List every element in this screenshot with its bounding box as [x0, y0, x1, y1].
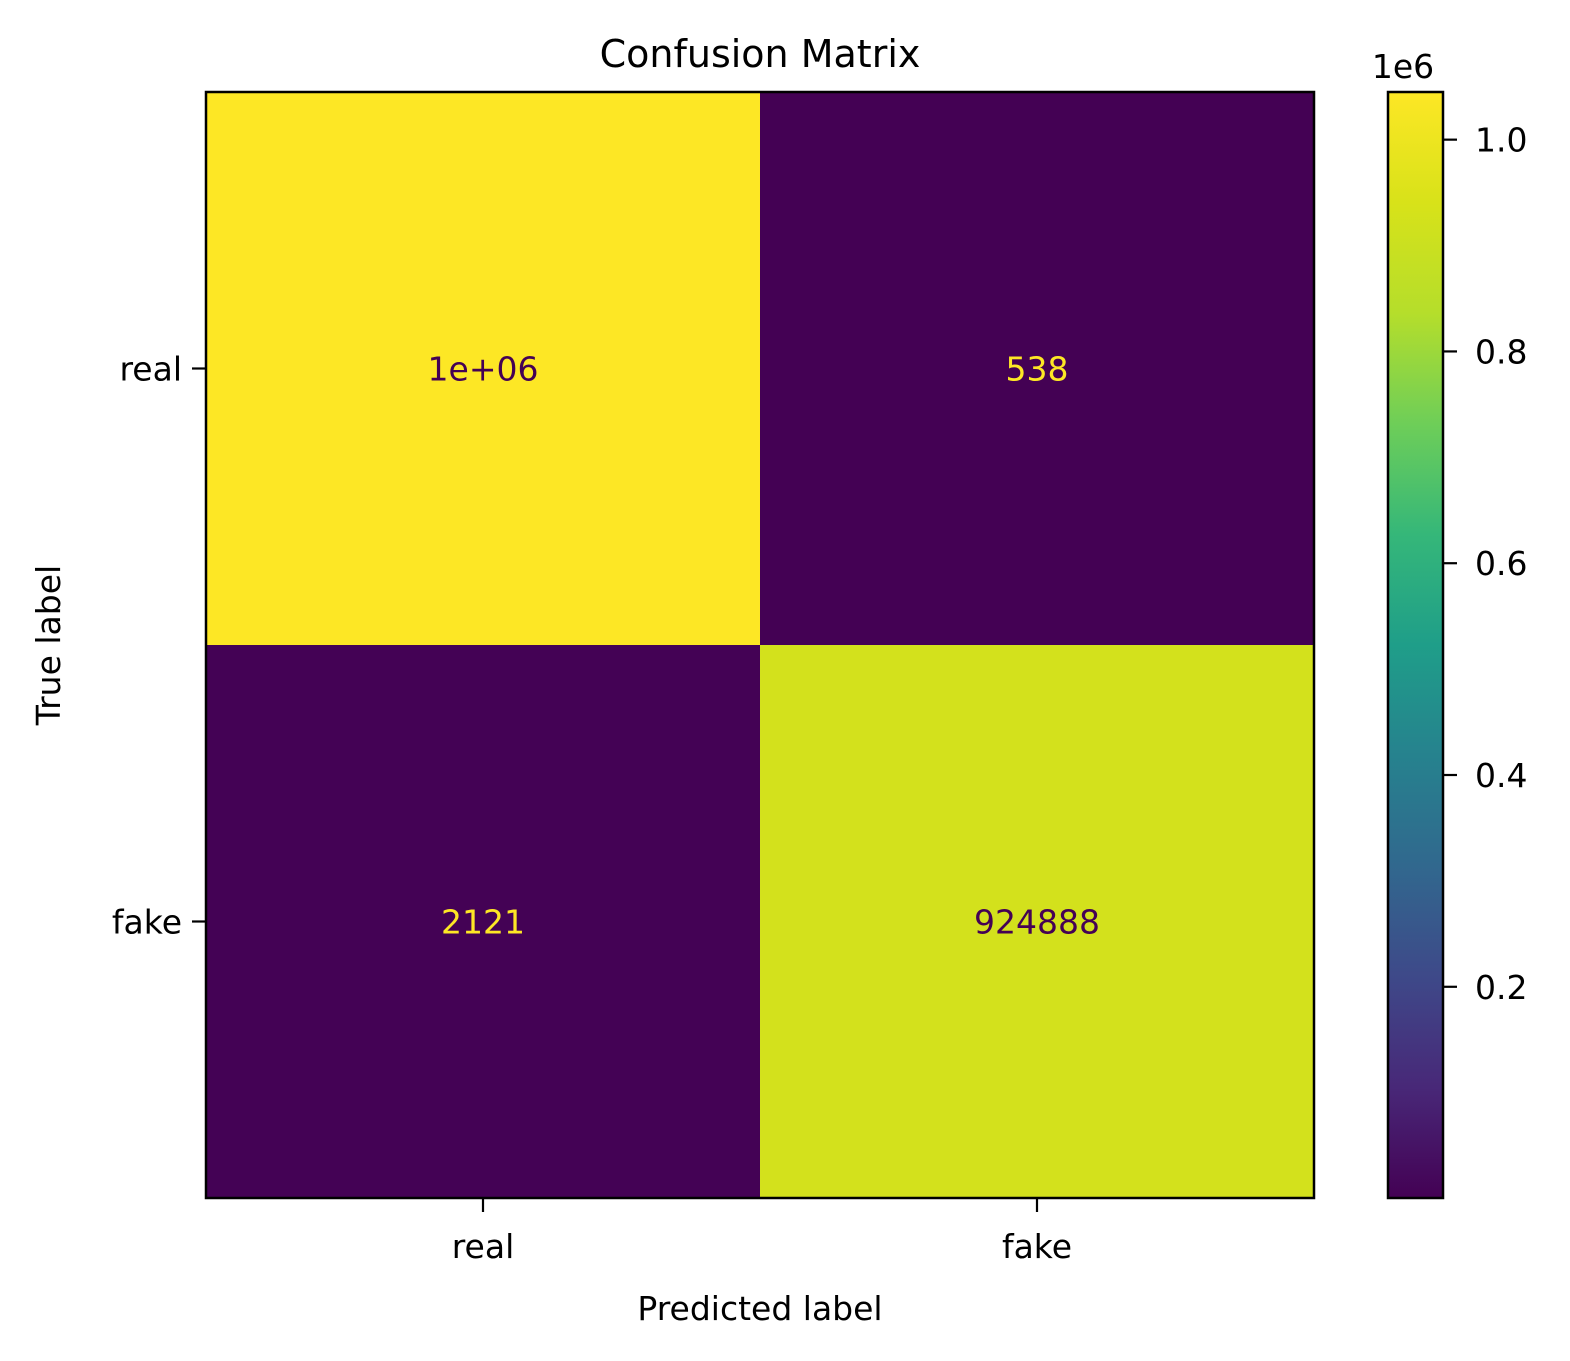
matrix-cell-label: 1e+06 [428, 350, 539, 389]
colorbar-frame [1386, 90, 1445, 1200]
matrix-cell-label: 2121 [441, 903, 525, 942]
matrix-cell [206, 645, 761, 1199]
y-axis-label: True label [29, 565, 68, 726]
matrix-cell-label: 538 [1006, 350, 1069, 389]
matrix-cell-label: 924888 [974, 903, 1100, 942]
x-tick-label: fake [1002, 1227, 1072, 1266]
colorbar-tick-label: 0.2 [1475, 968, 1527, 1007]
colorbar-tick-label: 0.6 [1475, 544, 1527, 583]
colorbar: 1e6 0.2 0.4 0.6 0.8 1.0 [1372, 47, 1527, 1200]
matrix-cell [760, 92, 1315, 646]
y-tick-label: fake [112, 903, 182, 942]
matrix-cell-labels: 1e+06 538 2121 924888 [428, 350, 1100, 942]
colorbar-tick-label: 1.0 [1475, 121, 1527, 160]
matrix-cells [206, 92, 1315, 1199]
y-tick-label: real [119, 350, 182, 389]
plot-frame [204, 90, 1316, 1200]
colorbar-tick-label: 0.4 [1475, 756, 1527, 795]
matrix-cell [760, 645, 1315, 1199]
x-axis-ticks: real fake [452, 1198, 1072, 1266]
x-tick-label: real [452, 1227, 515, 1266]
colorbar-ticks: 0.2 0.4 0.6 0.8 1.0 [1443, 121, 1527, 1007]
y-axis-ticks: real fake [112, 350, 206, 942]
colorbar-multiplier-label: 1e6 [1372, 47, 1434, 86]
colorbar-tick-label: 0.8 [1475, 332, 1527, 371]
colorbar-gradient [1388, 92, 1443, 1198]
matrix-cell [206, 92, 761, 646]
chart-title: Confusion Matrix [600, 32, 921, 76]
x-axis-label: Predicted label [637, 1289, 882, 1328]
